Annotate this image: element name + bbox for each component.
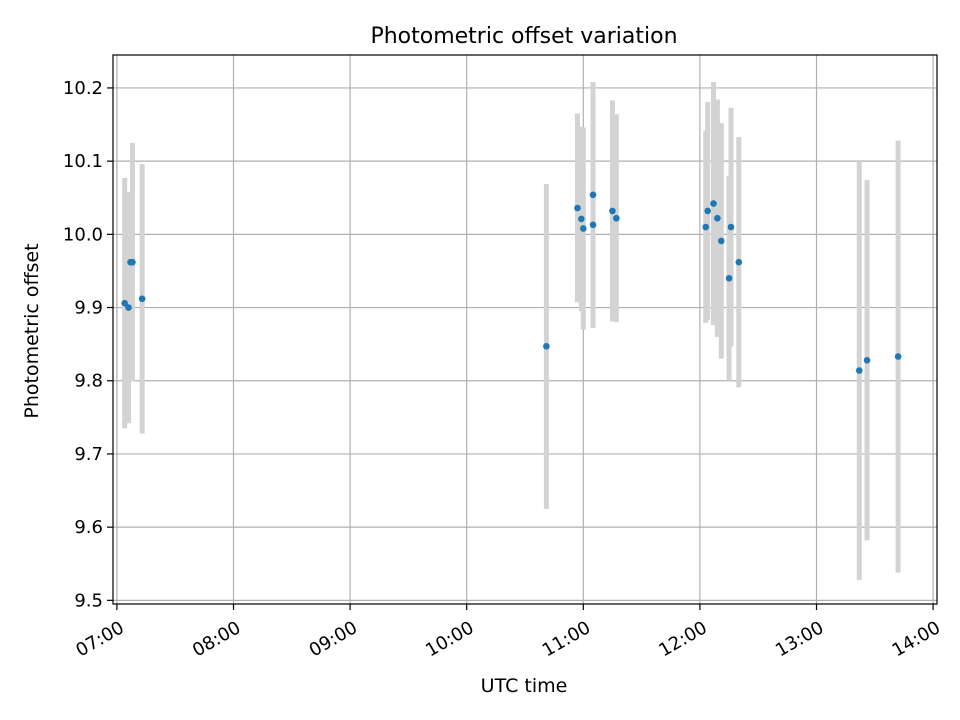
data-point [589,191,597,199]
data-point [129,258,136,266]
y-tick-label: 10.1 [63,151,103,172]
data-point [710,200,717,207]
data-points [121,191,902,374]
data-point [725,274,733,282]
data-point [580,225,587,232]
x-axis-label: UTC time [481,675,568,697]
y-axis-ticks: 9.5 9.6 9.7 9.8 9.9 10.0 10.1 10.2 [63,78,113,611]
plot-frame [112,54,938,605]
data-point [543,343,550,350]
y-axis-label: Photometric offset [21,243,43,418]
data-point [702,223,710,231]
y-tick-label: 9.5 [74,590,103,611]
data-point [863,356,871,364]
data-point [578,215,585,223]
data-point [714,214,721,222]
grid [113,55,937,604]
data-point [735,258,743,266]
data-point [855,367,863,374]
y-tick-label: 10.2 [63,78,103,99]
data-point [704,207,711,215]
data-point [613,214,620,222]
y-tick-label: 9.7 [74,444,103,465]
chart-title: Photometric offset variation [370,24,677,49]
data-point [125,304,132,311]
data-point [574,204,581,212]
data-point [138,295,146,303]
data-point [589,221,597,229]
y-tick-label: 9.8 [74,371,103,392]
data-point [609,207,616,215]
y-tick-label: 10.0 [63,224,103,245]
y-tick-label: 9.9 [74,298,103,319]
data-point [121,299,128,307]
data-point [717,237,725,245]
data-point [727,223,735,231]
y-tick-label: 9.6 [74,517,103,538]
data-point [894,353,902,360]
